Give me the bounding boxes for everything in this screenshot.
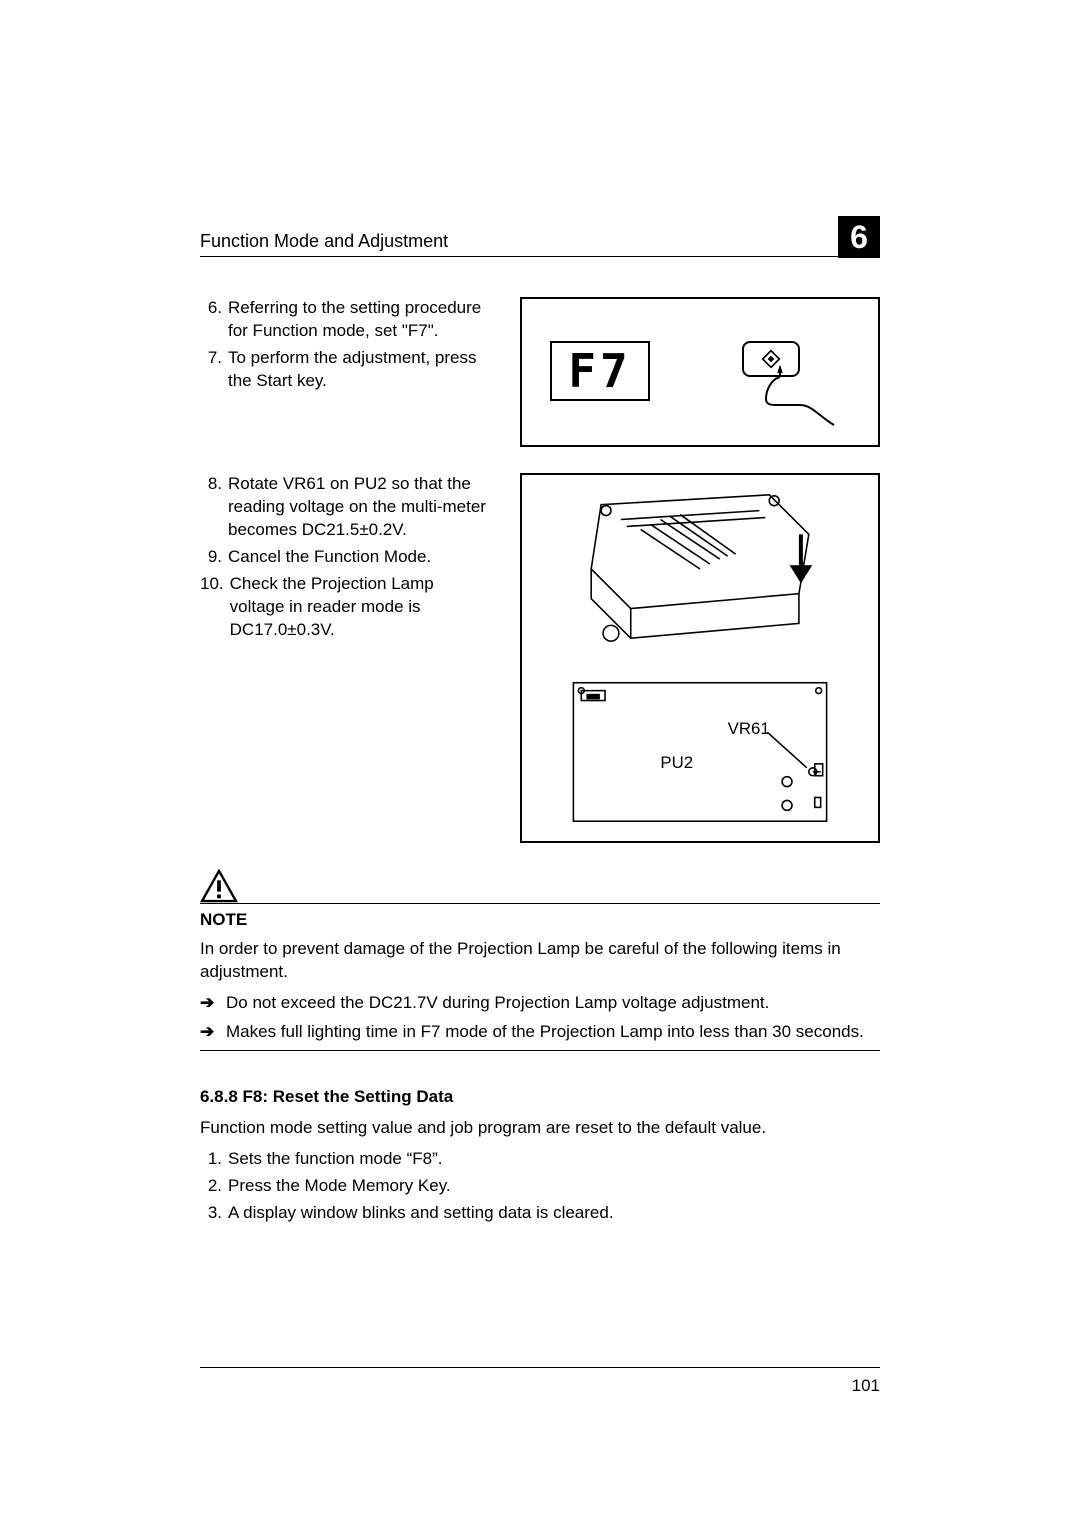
page-number: 101 <box>852 1376 880 1396</box>
item-text: Cancel the Function Mode. <box>228 546 490 569</box>
steps-col-a: 6.Referring to the setting procedure for… <box>200 297 490 447</box>
list-item: ➔Do not exceed the DC21.7V during Projec… <box>200 992 880 1015</box>
footer-rule <box>200 1367 880 1368</box>
seven-segment-display: F7 <box>550 341 650 401</box>
chapter-number: 6 <box>838 216 880 258</box>
list-item: 6.Referring to the setting procedure for… <box>200 297 490 343</box>
item-number: 7. <box>200 347 228 393</box>
figure-2-col: VR61 PU2 <box>520 473 880 843</box>
figure-pcb-unit: VR61 PU2 <box>520 473 880 843</box>
note-bottom-rule <box>200 1050 880 1051</box>
figure-display-panel: F7 <box>520 297 880 447</box>
pcb-diagram: VR61 PU2 <box>522 475 878 841</box>
label-vr61: VR61 <box>728 719 770 738</box>
header-title: Function Mode and Adjustment <box>200 231 448 252</box>
note-intro: In order to prevent damage of the Projec… <box>200 938 880 984</box>
item-number: 1. <box>200 1148 228 1171</box>
figure-1-col: F7 <box>520 297 880 447</box>
item-text: Check the Projection Lamp voltage in rea… <box>230 573 490 642</box>
item-text: To perform the adjustment, press the Sta… <box>228 347 490 393</box>
item-text: Rotate VR61 on PU2 so that the reading v… <box>228 473 490 542</box>
list-item: 9.Cancel the Function Mode. <box>200 546 490 569</box>
item-text: A display window blinks and setting data… <box>228 1202 880 1225</box>
block-steps-6-7: 6.Referring to the setting procedure for… <box>200 297 880 447</box>
note-list: ➔Do not exceed the DC21.7V during Projec… <box>200 992 880 1044</box>
block-steps-8-10: 8.Rotate VR61 on PU2 so that the reading… <box>200 473 880 843</box>
item-number: 3. <box>200 1202 228 1225</box>
page-header: Function Mode and Adjustment 6 <box>200 210 880 257</box>
warning-icon <box>200 869 238 903</box>
section-steps: 1.Sets the function mode “F8”. 2.Press t… <box>200 1148 880 1225</box>
item-number: 10. <box>200 573 230 642</box>
note-heading-row <box>200 869 880 904</box>
item-text: Press the Mode Memory Key. <box>228 1175 880 1198</box>
list-item: 3.A display window blinks and setting da… <box>200 1202 880 1225</box>
steps-col-b: 8.Rotate VR61 on PU2 so that the reading… <box>200 473 490 843</box>
list-item: 8.Rotate VR61 on PU2 so that the reading… <box>200 473 490 542</box>
item-text: Makes full lighting time in F7 mode of t… <box>226 1021 880 1044</box>
item-text: Referring to the setting procedure for F… <box>228 297 490 343</box>
item-number: 8. <box>200 473 228 542</box>
arrow-icon: ➔ <box>200 992 226 1015</box>
list-item: 1.Sets the function mode “F8”. <box>200 1148 880 1171</box>
item-number: 9. <box>200 546 228 569</box>
section-heading: 6.8.8 F8: Reset the Setting Data <box>200 1087 880 1107</box>
label-pu2: PU2 <box>660 753 693 772</box>
hand-press-icon <box>760 365 840 435</box>
page: Function Mode and Adjustment 6 6.Referri… <box>0 0 1080 1528</box>
note-block: NOTE In order to prevent damage of the P… <box>200 869 880 1051</box>
item-text: Do not exceed the DC21.7V during Project… <box>226 992 880 1015</box>
list-item: ➔Makes full lighting time in F7 mode of … <box>200 1021 880 1044</box>
note-label: NOTE <box>200 904 880 930</box>
list-item: 10.Check the Projection Lamp voltage in … <box>200 573 490 642</box>
list-item: 7.To perform the adjustment, press the S… <box>200 347 490 393</box>
note-body: In order to prevent damage of the Projec… <box>200 938 880 1051</box>
ordered-list-a: 6.Referring to the setting procedure for… <box>200 297 490 393</box>
section-intro: Function mode setting value and job prog… <box>200 1117 880 1140</box>
list-item: 2.Press the Mode Memory Key. <box>200 1175 880 1198</box>
arrow-icon: ➔ <box>200 1021 226 1044</box>
ordered-list-b: 8.Rotate VR61 on PU2 so that the reading… <box>200 473 490 642</box>
display-value: F7 <box>568 344 631 398</box>
item-text: Sets the function mode “F8”. <box>228 1148 880 1171</box>
item-number: 6. <box>200 297 228 343</box>
item-number: 2. <box>200 1175 228 1198</box>
